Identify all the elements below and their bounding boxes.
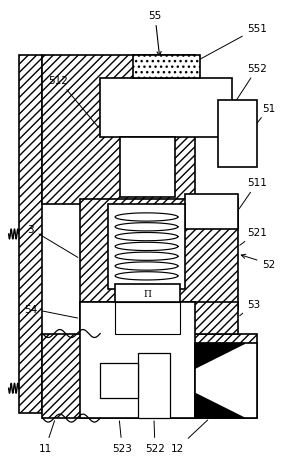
Text: 552: 552: [233, 64, 267, 106]
Bar: [43, 56, 195, 205]
Text: 11: 11: [39, 421, 55, 453]
Bar: [100, 364, 138, 398]
Text: 55: 55: [148, 11, 161, 57]
Text: 51: 51: [247, 103, 276, 137]
Bar: [120, 138, 175, 198]
Polygon shape: [195, 393, 244, 418]
Text: 54: 54: [24, 304, 78, 319]
Bar: [108, 205, 185, 289]
Bar: [138, 353, 170, 418]
Text: 3: 3: [27, 224, 78, 258]
Text: 522: 522: [145, 421, 165, 453]
Bar: [80, 302, 195, 418]
Text: 511: 511: [239, 178, 267, 209]
Bar: [80, 302, 238, 334]
Text: 12: 12: [171, 420, 208, 453]
Text: 523: 523: [112, 421, 132, 453]
Bar: [112, 78, 182, 138]
Polygon shape: [195, 344, 244, 369]
Text: 53: 53: [240, 299, 261, 316]
Bar: [115, 284, 180, 302]
Bar: [43, 334, 258, 418]
Bar: [80, 200, 238, 309]
Bar: [195, 344, 258, 418]
Bar: [19, 56, 43, 413]
Bar: [133, 56, 200, 78]
Bar: [185, 195, 238, 230]
Bar: [218, 101, 258, 168]
Text: П: П: [143, 290, 151, 298]
Text: 512: 512: [48, 76, 98, 128]
Bar: [100, 78, 232, 138]
Text: 551: 551: [192, 24, 267, 64]
Text: 521: 521: [240, 228, 267, 246]
Text: 52: 52: [241, 255, 276, 269]
Bar: [115, 302, 180, 334]
